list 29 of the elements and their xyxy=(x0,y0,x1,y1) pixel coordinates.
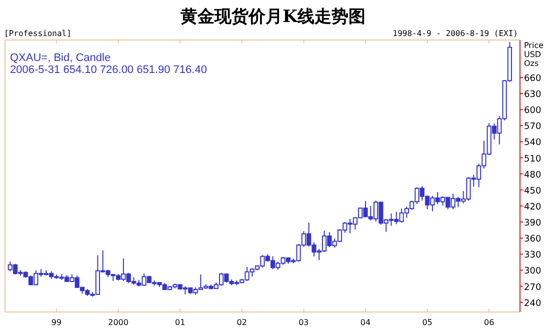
text: 1998-4-9 - 2006-8-19 (EXI) xyxy=(392,29,518,38)
y-tick-label: 480 xyxy=(524,170,542,180)
y-tick-label: 270 xyxy=(524,282,542,293)
x-tick-label: 02 xyxy=(236,318,247,327)
y-tick-label: 600 xyxy=(524,106,542,116)
y-tick-label: 300 xyxy=(524,266,542,277)
annotation: QXAU=, Bid, Candle xyxy=(10,52,111,64)
x-tick-label: 05 xyxy=(422,318,432,327)
x-tick-label: 04 xyxy=(360,318,371,327)
y-axis-title: Price USD Ozs xyxy=(524,41,544,68)
x-tick-label: 01 xyxy=(175,318,186,327)
x-tick-label: 06 xyxy=(484,318,494,327)
y-tick-label: 420 xyxy=(524,202,542,212)
y-tick-label: 630 xyxy=(524,90,542,100)
y-tick-label: 540 xyxy=(524,138,542,148)
text: [Professional] xyxy=(4,29,72,38)
y-tick-label: 450 xyxy=(524,186,542,196)
y-tick-label: 240 xyxy=(524,298,542,309)
y-tick-label: 360 xyxy=(524,234,542,245)
y-tick-label: 570 xyxy=(524,122,542,132)
y-tick-label: 510 xyxy=(524,154,542,164)
annotation: 2006-5-31 654.10 726.00 651.90 716.40 xyxy=(10,64,207,76)
x-tick-label: 2000 xyxy=(108,318,128,327)
y-tick-label: 390 xyxy=(524,218,542,229)
y-tick-label: 330 xyxy=(524,250,542,261)
y-tick-label: 660 xyxy=(524,74,542,84)
chart-title: 黄金现货价月K线走势图 xyxy=(180,7,366,27)
x-tick-label: 03 xyxy=(298,318,309,327)
x-tick-label: 99 xyxy=(51,318,62,327)
